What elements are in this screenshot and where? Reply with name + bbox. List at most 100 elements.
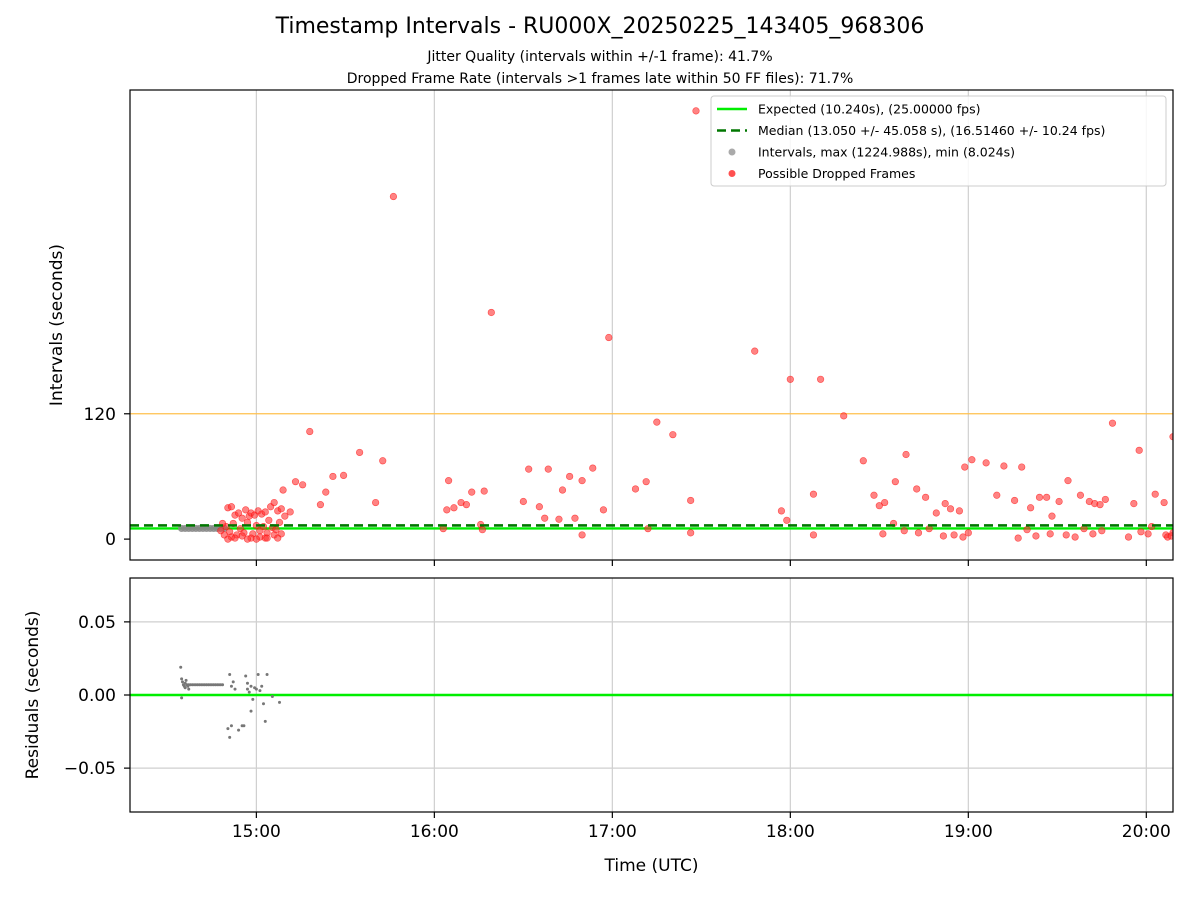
residual-point	[251, 697, 255, 701]
dropped-frame-point	[1101, 495, 1109, 504]
residual-point	[184, 678, 188, 682]
residual-point	[179, 665, 183, 669]
residual-point	[245, 687, 249, 691]
dropped-frame-point	[881, 498, 889, 507]
dropped-frame-point	[306, 427, 314, 436]
dropped-frame-point	[571, 514, 579, 522]
x-tick-label: 19:00	[944, 822, 993, 842]
dropped-frame-point	[480, 487, 488, 495]
residual-point	[249, 709, 253, 713]
dropped-frame-point	[1055, 497, 1063, 506]
chart-title: Timestamp Intervals - RU000X_20250225_14…	[275, 14, 925, 39]
dropped-frame-point	[859, 457, 867, 465]
dropped-frame-point	[902, 450, 910, 459]
dropped-frame-point	[589, 464, 597, 472]
dropped-frame-point	[982, 459, 990, 467]
dropped-frame-point	[939, 532, 947, 540]
residual-point	[265, 673, 269, 677]
dropped-frame-point	[578, 531, 586, 539]
residual-point	[260, 684, 264, 688]
dropped-frame-point	[231, 534, 239, 542]
y-tick-label: 0.05	[78, 613, 116, 633]
dropped-frame-point	[316, 501, 325, 509]
dropped-frame-point	[544, 465, 552, 473]
dropped-frame-point	[1064, 477, 1072, 485]
dropped-frame-point	[1023, 526, 1031, 534]
dropped-frame-point	[1144, 530, 1152, 538]
dropped-frame-point	[468, 488, 476, 496]
residual-point	[180, 677, 184, 681]
residuals-panel: 15:00 16:00 17:00 18:00 19:00 20:00 0.05 0.00 −0…	[23, 577, 1174, 876]
x-tick-label: 17:00	[588, 822, 637, 842]
dropped-frame-point	[535, 503, 543, 511]
dropped-frame-point	[444, 477, 453, 485]
chart-subtitle-jitter: Jitter Quality (intervals within +/-1 fr…	[427, 49, 773, 65]
dropped-frame-point	[891, 478, 899, 486]
dropped-frame-point	[687, 496, 695, 505]
dropped-frame-point	[993, 491, 1001, 499]
dropped-frame-point	[450, 504, 458, 512]
dropped-frame-point	[1151, 490, 1159, 498]
legend-label: Median (13.050 +/- 45.058 s), (16.51460 …	[758, 123, 1105, 138]
plot-area	[130, 107, 1173, 543]
residual-point	[247, 690, 251, 694]
dropped-frame-point	[870, 491, 878, 499]
dropped-frame-point	[1000, 462, 1008, 470]
dropped-frame-point	[286, 508, 294, 516]
dropped-frame-point	[687, 529, 695, 537]
dropped-frame-point	[1018, 463, 1026, 471]
dropped-frame-point	[379, 457, 387, 465]
residual-point	[229, 724, 233, 728]
dropped-frame-point	[642, 478, 650, 486]
dropped-frame-point	[443, 506, 451, 514]
dropped-frame-point	[558, 486, 567, 494]
y-tick-label: 0	[105, 530, 116, 550]
dropped-frame-point	[372, 498, 380, 507]
dropped-frame-point	[840, 412, 848, 420]
intervals-panel: 0 120 Intervals (seconds)	[47, 89, 1174, 566]
dropped-frame-point	[777, 507, 786, 515]
dropped-frame-point	[389, 192, 398, 201]
dropped-frame-point	[525, 465, 533, 473]
dropped-frame-point	[1124, 533, 1133, 541]
dropped-frame-point	[1076, 491, 1085, 499]
dropped-frame-point	[1096, 501, 1104, 509]
residual-point	[256, 673, 260, 677]
x-axis-label: Time (UTC)	[604, 856, 699, 876]
dropped-frame-point	[644, 525, 652, 533]
legend: Expected (10.240s), (25.00000 fps) Median…	[710, 95, 1167, 187]
dropped-frame-point	[932, 509, 940, 517]
residual-point	[278, 700, 282, 704]
dropped-frame-point	[900, 527, 908, 535]
residual-point	[183, 686, 187, 690]
legend-label: Expected (10.240s), (25.00000 fps)	[758, 102, 980, 117]
residual-point	[233, 687, 237, 691]
dropped-frame-point	[263, 534, 271, 542]
residual-point	[261, 702, 265, 706]
dropped-frame-point	[487, 308, 495, 317]
dropped-frame-point	[1160, 498, 1168, 507]
dropped-frame-point	[968, 456, 976, 464]
dropped-frame-point	[1046, 530, 1054, 538]
dropped-frame-point	[329, 472, 337, 481]
dropped-frame-point	[950, 531, 958, 539]
residual-point	[231, 680, 235, 684]
chart-subtitle-dropped: Dropped Frame Rate (intervals >1 frames …	[346, 71, 854, 87]
dropped-frame-point	[1062, 531, 1070, 539]
x-tick-label: 16:00	[410, 822, 459, 842]
dropped-frame-point	[1167, 532, 1173, 540]
residual-point	[187, 687, 191, 691]
y-tick-label: 120	[84, 405, 116, 425]
dropped-frame-point	[914, 529, 923, 537]
residual-point	[242, 724, 246, 728]
dropped-frame-point	[809, 490, 818, 498]
residual-point	[270, 694, 274, 698]
dropped-frame-point	[356, 448, 364, 457]
x-tick-label: 18:00	[766, 822, 815, 842]
dropped-frame-point	[1027, 504, 1035, 512]
x-tick-label: 20:00	[1122, 822, 1171, 842]
dropped-frame-point	[339, 471, 348, 480]
dropped-frame-point	[786, 375, 794, 383]
dropped-frame-point	[1043, 493, 1051, 501]
